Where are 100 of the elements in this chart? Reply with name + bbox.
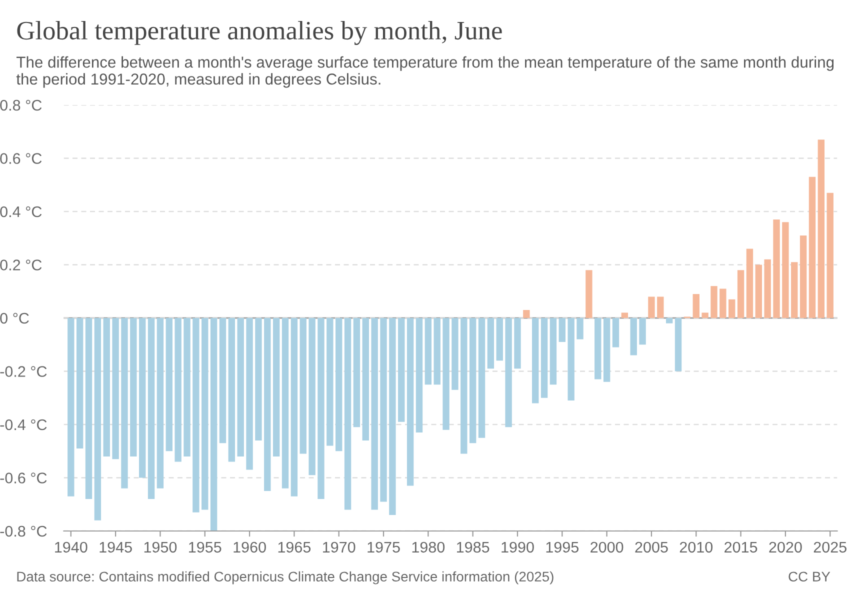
bar: [416, 318, 423, 432]
x-tick-label: 2005: [635, 542, 668, 553]
x-tick-label: 1945: [100, 542, 132, 553]
x-tick-label: 1985: [457, 542, 490, 553]
x-tick-label: 1965: [278, 542, 311, 553]
bar: [621, 312, 628, 318]
bar: [121, 318, 128, 488]
bar: [523, 310, 530, 318]
bar: [76, 318, 84, 448]
bar: [568, 318, 574, 401]
x-tick-label: 1950: [144, 542, 177, 553]
bar: [496, 318, 503, 361]
x-tick-label: 2010: [680, 542, 713, 553]
y-tick-label: 0.8 °C: [0, 100, 42, 111]
x-tick-label: 1975: [368, 542, 400, 553]
bar: [702, 312, 708, 318]
bar: [674, 318, 682, 372]
bar: [442, 318, 450, 430]
bar: [586, 270, 592, 318]
bar: [255, 318, 262, 440]
y-tick-label: 0.4 °C: [0, 206, 42, 218]
bar: [272, 318, 280, 456]
bar: [603, 318, 610, 382]
bar: [300, 318, 306, 454]
bar: [755, 264, 762, 318]
y-tick-label: -0.6 °C: [0, 472, 47, 484]
bar: [558, 318, 566, 342]
x-tick-label: 2015: [724, 542, 758, 553]
bar: [353, 318, 360, 428]
bar: [85, 318, 92, 500]
bar: [692, 294, 700, 318]
bar: [505, 318, 512, 428]
y-tick-label: -0.8 °C: [0, 526, 47, 537]
bar: [800, 235, 807, 318]
bar: [630, 318, 637, 356]
bar: [398, 318, 405, 422]
bar: [808, 176, 816, 318]
chart-title: Global temperature anomalies by month, June: [17, 20, 502, 46]
bar: [130, 318, 137, 456]
bar: [648, 296, 655, 318]
bar: [192, 318, 200, 512]
bar: [237, 318, 244, 456]
bar: [202, 318, 208, 510]
bar: [308, 318, 316, 476]
bar: [318, 318, 324, 500]
y-tick-label: -0.4 °C: [0, 419, 47, 430]
y-tick-label: 0.2 °C: [0, 260, 42, 270]
bar: [290, 318, 298, 496]
bar: [282, 318, 289, 488]
bar: [246, 318, 253, 470]
bar: [264, 318, 271, 492]
bar: [514, 318, 521, 369]
bar: [720, 288, 726, 318]
bar: [612, 318, 620, 348]
bar: [532, 318, 539, 404]
y-tick-label: 0 °C: [0, 312, 29, 324]
bar: [826, 192, 834, 318]
bar: [773, 219, 780, 318]
bar: [362, 318, 369, 440]
x-tick-label: 1955: [189, 542, 222, 553]
bar: [666, 318, 673, 324]
bar: [156, 318, 164, 488]
bar: [174, 318, 182, 462]
bar: [184, 318, 190, 456]
bar: [336, 318, 342, 452]
bar: [424, 318, 432, 385]
bar: [791, 262, 798, 318]
bar: [782, 222, 789, 318]
bar: [344, 318, 352, 510]
bar: [818, 140, 825, 318]
y-tick-label: -0.2 °C: [0, 366, 47, 377]
bar: [469, 318, 476, 444]
bar: [219, 318, 226, 444]
bar: [487, 318, 494, 369]
x-tick-label: 2025: [814, 542, 846, 553]
bar: [228, 318, 236, 462]
x-tick-label: 1980: [412, 542, 445, 553]
bar: [639, 318, 646, 345]
bar: [139, 318, 146, 478]
x-tick-label: 1970: [323, 542, 356, 553]
bar: [148, 318, 155, 500]
source-note: Data source: Contains modified Copernicus Climate Change Service information (2025): [17, 571, 554, 584]
x-tick-label: 1990: [502, 542, 534, 553]
bar: [380, 318, 387, 502]
bar: [452, 318, 458, 390]
bar: [540, 318, 548, 398]
bar: [728, 299, 736, 318]
bar: [657, 296, 664, 318]
bar: [594, 318, 602, 380]
bar: [478, 318, 486, 438]
x-tick-label: 2000: [590, 542, 624, 553]
bar: [389, 318, 396, 516]
x-tick-label: 2020: [769, 542, 802, 553]
bar: [94, 318, 102, 520]
bar: [434, 318, 440, 385]
bar: [371, 318, 378, 510]
bar: [710, 286, 718, 318]
text: CC BY: [788, 572, 830, 582]
chart-subtitle: The difference between a month's average surface temperature from the mean temperature of the same month during the period 1991-2020, measured in degrees Celsius.: [16, 56, 834, 88]
x-tick-label: 1940: [55, 542, 88, 553]
